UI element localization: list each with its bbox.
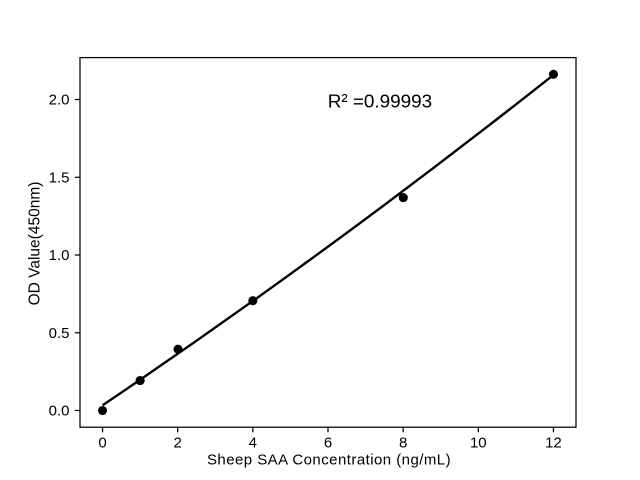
svg-text:OD Value(450nm): OD Value(450nm) [26,182,43,306]
svg-text:0: 0 [98,435,106,452]
svg-text:1.5: 1.5 [49,169,70,186]
svg-text:1.0: 1.0 [49,247,70,264]
svg-text:2.0: 2.0 [49,92,70,109]
svg-text:2: 2 [174,435,182,452]
svg-text:12: 12 [545,435,562,452]
svg-text:6: 6 [324,435,332,452]
svg-text:Sheep SAA Concentration (ng/mL: Sheep SAA Concentration (ng/mL) [207,452,451,469]
svg-text:R² =0.99993: R² =0.99993 [328,92,433,113]
svg-text:4: 4 [249,435,257,452]
svg-text:0.0: 0.0 [49,403,70,420]
svg-text:0.5: 0.5 [49,325,70,342]
svg-text:8: 8 [399,435,407,452]
svg-text:10: 10 [470,435,487,452]
